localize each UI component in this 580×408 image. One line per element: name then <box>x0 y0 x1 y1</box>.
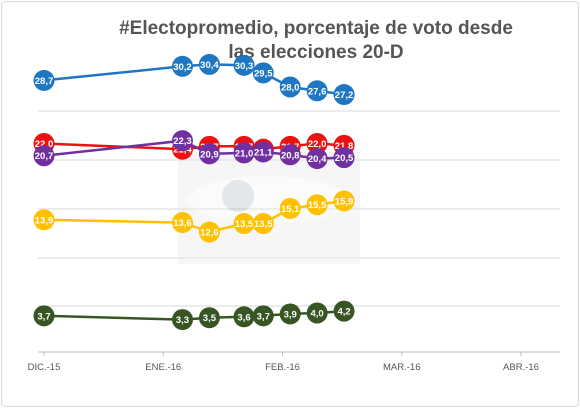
data-point <box>233 213 255 235</box>
data-label: 22,0 <box>308 139 327 150</box>
data-label: 28,7 <box>35 76 54 87</box>
data-point <box>233 306 255 328</box>
data-point <box>33 305 55 327</box>
data-label: 30,2 <box>173 62 192 73</box>
data-label: 30,4 <box>200 60 219 71</box>
x-tick-label: ABR.-16 <box>503 362 539 373</box>
data-label: 13,6 <box>173 218 192 229</box>
chart-title-line2: las elecciones 20-D <box>228 42 403 63</box>
data-point <box>306 194 328 216</box>
series-4: 13,9 13,6 12,6 13,5 13,5 15,1 15,5 15,9 <box>33 190 355 243</box>
data-point <box>33 69 55 91</box>
data-label: 20,7 <box>35 151 54 162</box>
data-point <box>279 303 301 325</box>
data-point <box>279 76 301 98</box>
data-label: 4,2 <box>337 307 350 318</box>
data-label: 22,0 <box>35 139 54 150</box>
watermark-logo <box>178 152 360 264</box>
data-point <box>252 213 274 235</box>
data-point <box>333 300 355 322</box>
data-label: 3,5 <box>203 313 217 324</box>
data-label: 15,5 <box>308 200 327 211</box>
chart-title: #Electopromedio, porcentaje de voto desd… <box>119 18 513 39</box>
data-label: 13,5 <box>235 219 254 230</box>
data-point <box>279 144 301 166</box>
x-tick-label: DIC.-15 <box>28 362 61 373</box>
series-layer: 28,730,230,430,329,528,027,627,222,021,4… <box>33 53 355 331</box>
data-label: 3,6 <box>237 312 250 323</box>
data-label: 12,6 <box>200 228 219 239</box>
data-label: 15,1 <box>281 204 300 215</box>
x-tick-label: MAR.-16 <box>383 362 420 373</box>
data-label: 20,8 <box>281 150 300 161</box>
data-label: 27,2 <box>335 90 354 101</box>
data-point <box>198 221 220 243</box>
data-label: 27,6 <box>308 86 327 97</box>
series-1: 28,7 30,2 30,4 30,329,5 28,0 27,6 27,2 <box>33 53 355 106</box>
data-label: 3,9 <box>284 309 297 320</box>
data-point <box>171 309 193 331</box>
data-label: 13,5 <box>254 219 273 230</box>
data-label: 29,5 <box>254 68 273 79</box>
data-label: 21,0 <box>235 148 254 159</box>
data-point <box>306 302 328 324</box>
data-label: 20,4 <box>308 154 327 165</box>
data-point <box>306 148 328 170</box>
data-point <box>252 141 274 163</box>
x-axis: DIC.-15 ENE.-16 FEB.-16 MAR.-16 ABR.-16 <box>28 351 560 373</box>
data-label: 21,8 <box>335 141 354 152</box>
data-point <box>306 80 328 102</box>
data-point <box>198 307 220 329</box>
data-point <box>333 84 355 106</box>
data-point <box>33 209 55 231</box>
data-label: 21,1 <box>254 147 273 158</box>
data-label: 20,5 <box>335 153 354 164</box>
data-label: 4,0 <box>311 309 324 320</box>
data-point <box>279 197 301 219</box>
data-label: 3,7 <box>37 311 50 322</box>
data-label: 20,9 <box>200 149 219 160</box>
data-point <box>333 147 355 169</box>
data-point <box>33 145 55 167</box>
data-label: 22,3 <box>173 136 192 147</box>
series-5: 3,7 3,3 3,5 3,6 3,7 3,9 4,0 4,2 <box>33 300 355 331</box>
data-label: 30,3 <box>235 61 254 72</box>
series-3: 20,7 22,3 20,9 21,0 21,1 20,8 20,4 20,5 <box>33 130 355 170</box>
data-point <box>171 130 193 152</box>
data-point <box>306 133 328 154</box>
data-point <box>198 143 220 165</box>
data-label: 3,7 <box>257 311 270 322</box>
data-point <box>171 212 193 234</box>
data-label: 28,0 <box>281 83 300 94</box>
data-point <box>252 305 274 327</box>
data-label: 13,9 <box>35 215 54 226</box>
data-point <box>233 142 255 164</box>
data-point <box>171 55 193 77</box>
data-point <box>233 54 255 76</box>
x-tick-label: ENE.-16 <box>145 362 181 373</box>
data-point <box>198 53 220 75</box>
x-tick-label: FEB.-16 <box>265 362 300 373</box>
data-label: 3,3 <box>176 315 189 326</box>
data-point <box>252 62 274 84</box>
data-point <box>333 190 355 212</box>
data-label: 15,9 <box>335 196 354 207</box>
